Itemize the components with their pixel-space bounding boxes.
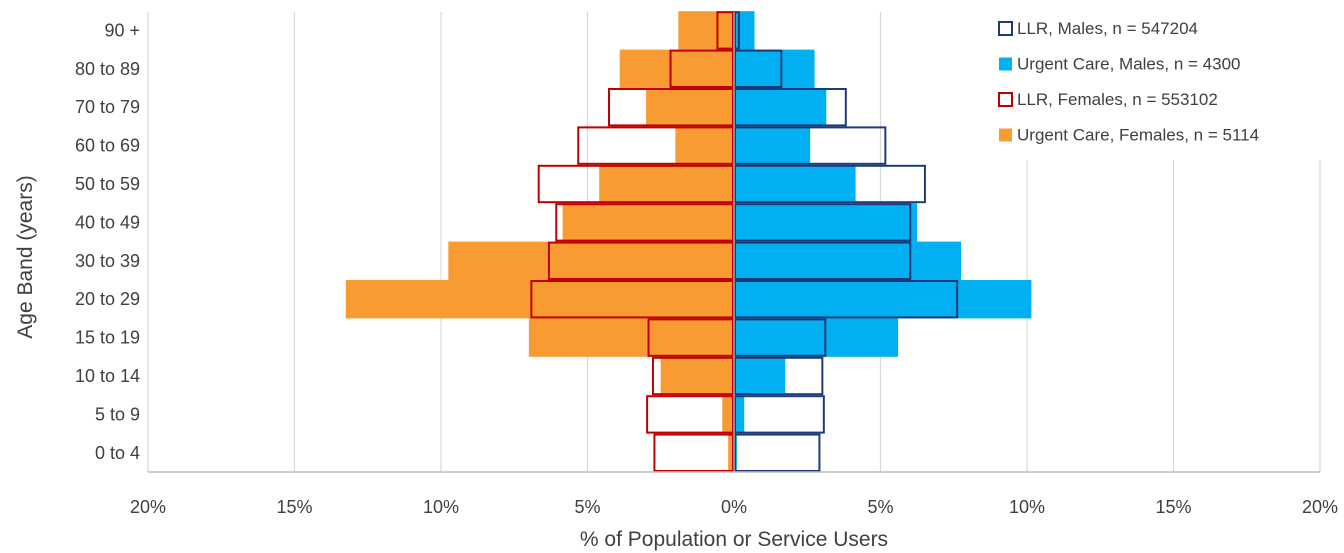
urgent-care-males-n-4300-bar-70-to-79 [734, 88, 827, 127]
urgent-care-males-n-4300-bar-90 [734, 11, 755, 50]
llr-outline-bars [530, 11, 959, 473]
urgent-care-females-n-5114-bar-70-to-79 [646, 88, 734, 127]
urgent-care-females-n-5114-bar-15-to-19 [528, 318, 734, 357]
legend: LLR, Males, n = 547204 Urgent Care, Males… [994, 12, 1340, 160]
urgent-care-males-n-4300-bar-50-to-59 [734, 164, 856, 204]
x-tick-4: 0% [721, 497, 747, 517]
y-tick-20-to-29: 20 to 29 [75, 289, 140, 309]
llr-females-n-553102-bar-0-to-4 [653, 433, 734, 473]
llr-females-n-553102-bar-5-to-9 [646, 395, 734, 434]
urgent-care-females-n-5114-bar-20-to-29 [345, 280, 734, 319]
y-tick-90: 90 + [104, 20, 140, 40]
urgent-care-bars [345, 11, 1032, 472]
x-tick-1: 15% [276, 497, 312, 517]
x-tick-8: 20% [1302, 497, 1338, 517]
urgent-care-males-n-4300-bar-10-to-14 [734, 356, 786, 396]
urgent-care-males-n-4300-bar-80-to-89 [734, 49, 815, 88]
x-tick-5: 5% [867, 497, 893, 517]
x-tick-3: 5% [574, 497, 600, 517]
x-tick-labels: 20% 15% 10% 5% 0% 5% 10% 15% 20% [130, 497, 1338, 517]
urgent-care-females-n-5114-bar-30-to-39 [448, 241, 734, 280]
legend-swatch-urgent-care-females-n-5114 [999, 128, 1012, 142]
urgent-care-females-n-5114-bar-5-to-9 [722, 395, 734, 434]
legend-label-urgent-care-females-n-5114: Urgent Care, Females, n = 5114 [1017, 126, 1259, 145]
urgent-care-females-n-5114-bar-60-to-69 [675, 126, 734, 165]
y-tick-labels: 0 to 4 5 to 9 10 to 14 15 to 19 20 to 29 30 t… [75, 20, 140, 462]
urgent-care-females-n-5114-bar-90 [678, 11, 734, 50]
x-axis-title: % of Population or Service Users [580, 528, 888, 551]
urgent-care-females-n-5114-bar-0-to-4 [728, 433, 734, 472]
llr-males-n-547204-bar-0-to-4 [734, 433, 821, 473]
legend-label-urgent-care-males-n-4300: Urgent Care, Males, n = 4300 [1017, 55, 1240, 74]
llr-males-n-547204-bar-5-to-9 [734, 395, 825, 434]
urgent-care-females-n-5114-bar-50-to-59 [599, 164, 734, 204]
y-tick-80-to-89: 80 to 89 [75, 59, 140, 79]
y-tick-10-to-14: 10 to 14 [75, 366, 140, 386]
urgent-care-males-n-4300-bar-5-to-9 [734, 395, 745, 434]
legend-background [994, 12, 1340, 160]
urgent-care-males-n-4300-bar-20-to-29 [734, 280, 1032, 319]
x-tick-7: 15% [1155, 497, 1191, 517]
legend-swatch-llr-males-n-547204 [998, 21, 1013, 36]
urgent-care-males-n-4300-bar-15-to-19 [734, 318, 899, 357]
urgent-care-females-n-5114-bar-10-to-14 [660, 356, 734, 396]
urgent-care-males-n-4300-bar-30-to-39 [734, 241, 962, 280]
y-tick-60-to-69: 60 to 69 [75, 136, 140, 156]
y-axis-title: Age Band (years) [14, 175, 37, 338]
y-tick-50-to-59: 50 to 59 [75, 174, 140, 194]
x-tick-2: 10% [423, 497, 459, 517]
urgent-care-males-n-4300-bar-60-to-69 [734, 126, 811, 165]
urgent-care-males-n-4300-bar-40-to-49 [734, 203, 918, 242]
y-tick-5-to-9: 5 to 9 [95, 404, 140, 424]
y-tick-15-to-19: 15 to 19 [75, 328, 140, 348]
legend-swatch-urgent-care-males-n-4300 [999, 57, 1012, 71]
legend-swatch-llr-females-n-553102 [998, 92, 1013, 107]
legend-label-llr-females-n-553102: LLR, Females, n = 553102 [1017, 90, 1218, 109]
urgent-care-females-n-5114-bar-40-to-49 [562, 203, 734, 242]
urgent-care-females-n-5114-bar-80-to-89 [619, 49, 734, 88]
y-tick-0-to-4: 0 to 4 [95, 443, 140, 463]
legend-label-llr-males-n-547204: LLR, Males, n = 547204 [1017, 19, 1198, 38]
x-tick-6: 10% [1009, 497, 1045, 517]
y-tick-40-to-49: 40 to 49 [75, 212, 140, 232]
x-tick-0: 20% [130, 497, 166, 517]
y-tick-70-to-79: 70 to 79 [75, 97, 140, 117]
y-tick-30-to-39: 30 to 39 [75, 251, 140, 271]
